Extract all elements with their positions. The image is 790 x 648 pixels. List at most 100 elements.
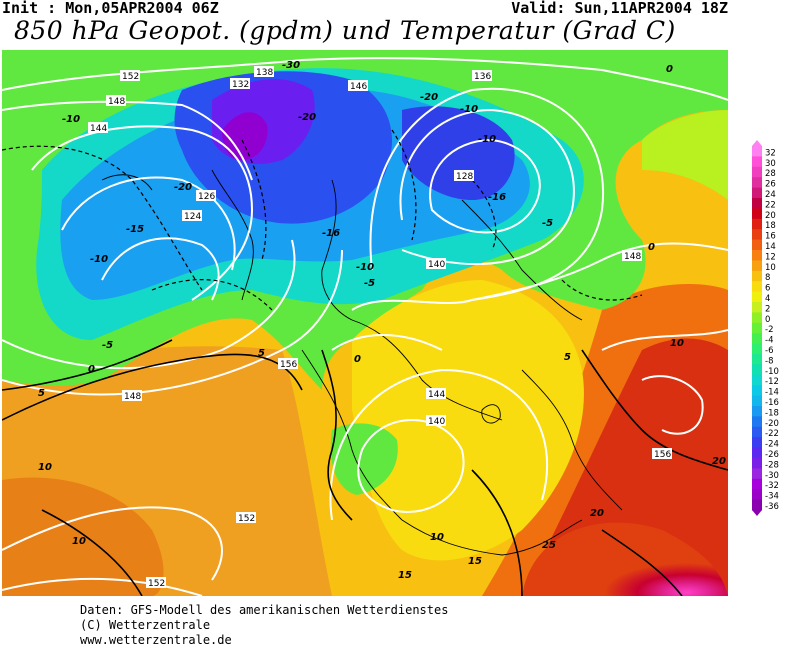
gph-label-4: 132 xyxy=(230,78,250,90)
scale-label: -12 xyxy=(765,377,779,387)
gph-label-16: 152 xyxy=(236,512,256,524)
scale-label: -22 xyxy=(765,429,779,439)
temp-label-5: -15 xyxy=(126,224,144,235)
svg-text:152: 152 xyxy=(238,514,255,524)
gph-label-18: 156 xyxy=(652,448,672,460)
scale-swatch xyxy=(752,385,762,397)
temp-field-blue-east xyxy=(402,106,515,200)
svg-text:144: 144 xyxy=(90,124,107,134)
svg-text:136: 136 xyxy=(474,72,491,82)
credits: Daten: GFS-Modell des amerikanischen Wet… xyxy=(80,603,448,648)
scale-label: -28 xyxy=(765,460,779,470)
scale-swatch xyxy=(752,312,762,324)
temp-label-19: 0 xyxy=(88,364,95,375)
scale-label: 20 xyxy=(765,211,776,221)
scale-label: 0 xyxy=(765,315,770,325)
scale-swatch xyxy=(752,250,762,261)
scale-swatch xyxy=(752,478,762,490)
temperature-color-scale: 32 30 28 26 24 22 20 18 16 14 12 10 8 6 4 2 0 -2 -4 -6 -8 -10… xyxy=(752,140,790,516)
scale-swatch xyxy=(752,343,762,355)
temp-label-7: -16 xyxy=(488,192,506,203)
svg-text:146: 146 xyxy=(350,82,367,92)
temp-field-europe-yellow xyxy=(352,280,584,561)
scale-swatch xyxy=(752,239,762,251)
scale-label: 18 xyxy=(765,221,776,231)
scale-label: -32 xyxy=(765,481,779,491)
gph-label-3: 144 xyxy=(88,122,108,134)
temp-label-6: -16 xyxy=(322,228,340,239)
isotherms-solid xyxy=(2,339,728,596)
temp-label-18: 5 xyxy=(564,352,571,363)
scale-label: 32 xyxy=(765,148,776,158)
temp-label-23: 10 xyxy=(38,462,52,473)
temp-label-31: 25 xyxy=(542,540,556,551)
gph-label-5: 138 xyxy=(254,66,274,78)
temp-field-lightgreen xyxy=(642,110,728,200)
gph-label-9: 124 xyxy=(182,210,202,222)
scale-swatch xyxy=(752,156,762,168)
svg-text:152: 152 xyxy=(122,72,139,82)
gph-label-13: 148 xyxy=(122,390,142,402)
scale-swatch xyxy=(752,426,762,438)
scale-swatch xyxy=(752,166,762,178)
scale-swatch xyxy=(752,437,762,449)
temp-label-4: -20 xyxy=(174,182,192,193)
scale-label: -8 xyxy=(765,356,773,366)
svg-text:132: 132 xyxy=(232,80,249,90)
gph-label-2: 148 xyxy=(106,95,126,107)
temp-field-southeast-hot xyxy=(522,522,728,596)
scale-bottom-arrow xyxy=(752,510,762,516)
scale-label: -4 xyxy=(765,336,773,346)
scale-swatch xyxy=(752,198,762,209)
temp-label-1: -30 xyxy=(282,60,300,71)
temp-label-3: -20 xyxy=(420,92,438,103)
scale-label: 8 xyxy=(765,273,770,283)
temp-label-14: -5 xyxy=(542,218,553,229)
credits-website: www.wetterzentrale.de xyxy=(80,633,232,647)
temp-label-10: -10 xyxy=(478,134,496,145)
scale-swatch xyxy=(752,499,762,511)
svg-text:126: 126 xyxy=(198,192,215,202)
temp-label-9: -10 xyxy=(460,104,478,115)
scale-swatch xyxy=(752,146,762,157)
gph-label-6: 146 xyxy=(348,80,368,92)
temp-field-atlantic-warm xyxy=(2,477,164,596)
geopotential-labels: 152 148 144 132 138 146 136 128 124 126 … xyxy=(88,66,672,589)
scale-swatch xyxy=(752,281,762,293)
scale-label: 30 xyxy=(765,159,776,169)
gph-label-17: 152 xyxy=(146,577,166,589)
svg-text:128: 128 xyxy=(456,172,473,182)
temp-label-16: 5 xyxy=(258,348,265,359)
scale-swatch xyxy=(752,208,762,220)
temp-label-8: -10 xyxy=(62,114,80,125)
scale-label: -16 xyxy=(765,398,779,408)
svg-text:138: 138 xyxy=(256,68,273,78)
svg-text:156: 156 xyxy=(654,450,671,460)
temp-label-20: 0 xyxy=(354,354,361,365)
temp-label-24: 10 xyxy=(72,536,86,547)
scale-label: -14 xyxy=(765,388,779,398)
gph-label-11: 140 xyxy=(426,258,446,270)
scale-swatch xyxy=(752,291,762,303)
temp-label-17: 5 xyxy=(38,388,45,399)
scale-swatch xyxy=(752,218,762,230)
gph-label-19: 148 xyxy=(622,250,642,262)
temp-label-29: 20 xyxy=(712,456,726,467)
weather-map: 152 148 144 132 138 146 136 128 124 126 … xyxy=(2,50,728,596)
scale-label: -34 xyxy=(765,492,779,502)
scale-swatch xyxy=(752,458,762,469)
scale-label: -2 xyxy=(765,325,773,335)
gph-label-7: 136 xyxy=(472,70,492,82)
svg-text:152: 152 xyxy=(148,579,165,589)
scale-swatch xyxy=(752,333,762,345)
svg-text:156: 156 xyxy=(280,360,297,370)
scale-swatch xyxy=(752,395,762,407)
svg-text:148: 148 xyxy=(124,392,141,402)
scale-label: 14 xyxy=(765,242,776,252)
scale-swatch xyxy=(752,177,762,189)
scale-label: -10 xyxy=(765,367,779,377)
gph-label-12: 156 xyxy=(278,358,298,370)
scale-label: -30 xyxy=(765,471,779,481)
scale-label: 24 xyxy=(765,190,776,200)
temp-label-21: 0 xyxy=(666,64,673,75)
